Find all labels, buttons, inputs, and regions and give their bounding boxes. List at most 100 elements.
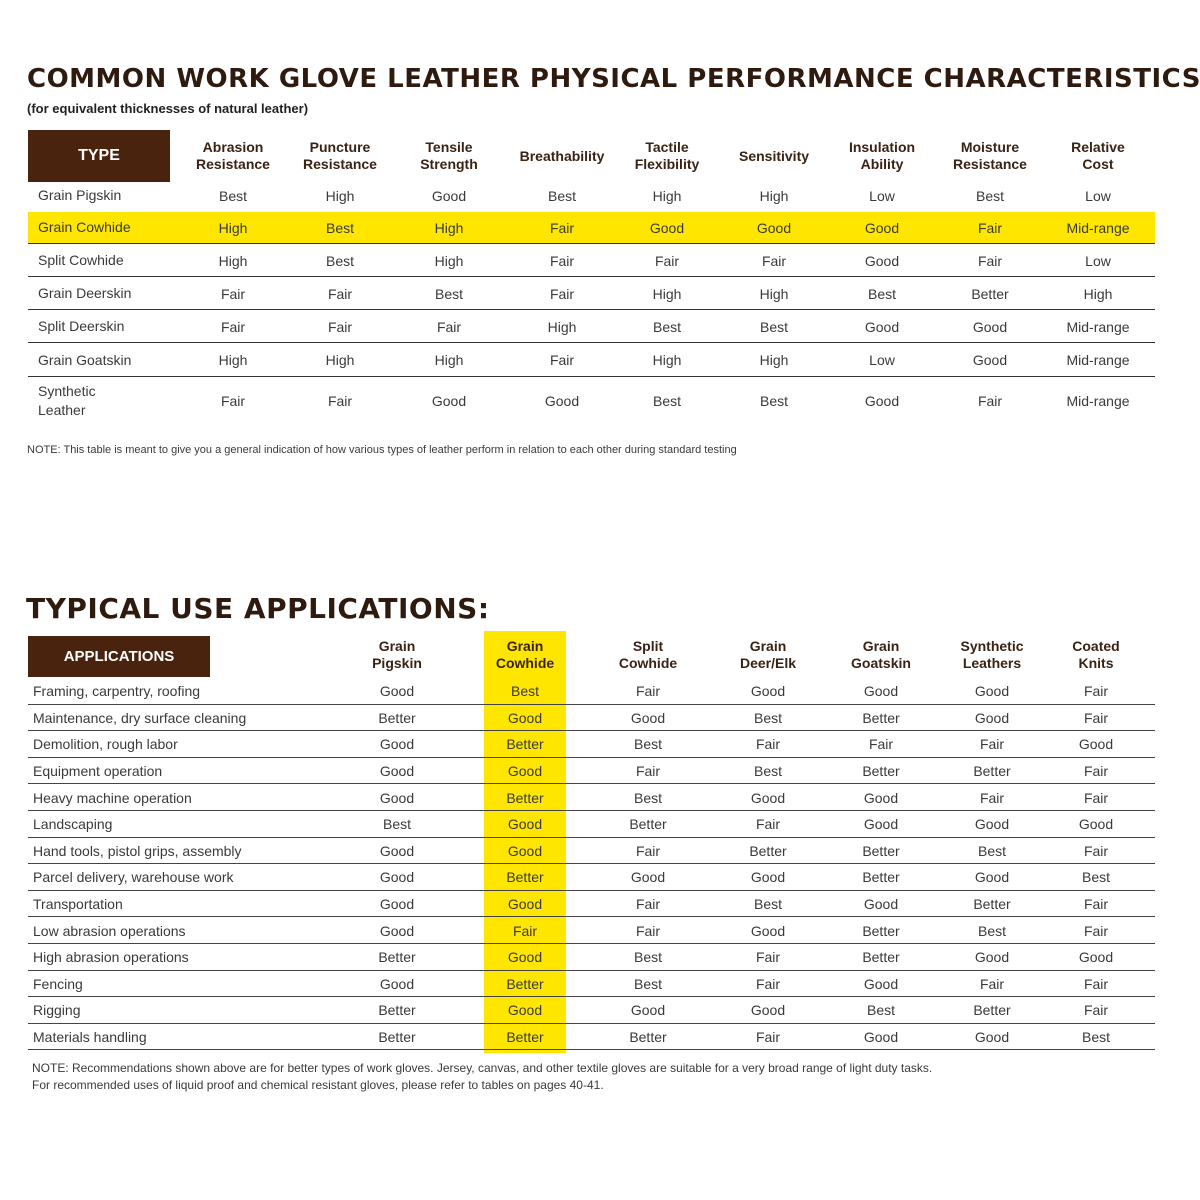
cell: Better	[506, 869, 544, 886]
cell: Good	[863, 789, 899, 806]
cell: Mid-range	[1066, 219, 1130, 236]
row-label: Fencing	[33, 975, 83, 992]
cell: Better	[506, 736, 544, 753]
cell: Good	[431, 393, 467, 409]
cell: Best	[759, 393, 788, 409]
row-label: Materials handling	[33, 1029, 147, 1046]
cell: Better	[506, 789, 544, 806]
cell: Low	[869, 187, 895, 204]
cell: Fair	[755, 975, 781, 992]
cell: Better	[629, 816, 667, 833]
cell: Fair	[549, 252, 575, 269]
row-divider	[28, 943, 1155, 944]
cell: High	[1083, 285, 1113, 302]
cell: Good	[750, 869, 786, 886]
cell: Fair	[1083, 842, 1109, 859]
cell: Fair	[1083, 763, 1109, 780]
cell: Good	[379, 869, 415, 886]
cell: High	[434, 252, 464, 269]
row-label: Rigging	[33, 1002, 81, 1019]
row-label: Demolition, rough labor	[33, 736, 178, 753]
cell: Better	[973, 896, 1011, 913]
cell: Fair	[220, 318, 246, 335]
cell: Better	[973, 763, 1011, 780]
cell: Better	[506, 975, 544, 992]
cell: Better	[862, 869, 900, 886]
cell: Fair	[549, 219, 575, 236]
cell: Fair	[979, 975, 1005, 992]
cell: Better	[862, 949, 900, 966]
cell: Good	[379, 922, 415, 939]
table-note: For recommended uses of liquid proof and…	[32, 1078, 604, 1092]
row-divider	[28, 243, 1155, 244]
cell: Best	[977, 842, 1006, 859]
column-header: Puncture Resistance	[303, 139, 377, 172]
cell: Best	[434, 285, 463, 302]
cell: Fair	[868, 736, 894, 753]
cell: Best	[633, 789, 662, 806]
cell: Mid-range	[1066, 352, 1130, 368]
table-note: NOTE: Recommendations shown above are fo…	[32, 1061, 933, 1075]
column-header: Grain Pigskin	[372, 638, 422, 671]
cell: Low	[1085, 187, 1111, 204]
cell: Fair	[979, 789, 1005, 806]
cell: Fair	[1083, 896, 1109, 913]
table-title: TYPICAL USE APPLICATIONS:	[26, 592, 490, 625]
cell: Good	[750, 1002, 786, 1019]
row-divider	[28, 309, 1155, 310]
row-label: Grain Goatskin	[38, 351, 132, 368]
cell: High	[325, 352, 355, 368]
cell: Fair	[635, 683, 661, 700]
row-divider	[28, 916, 1155, 918]
row-divider	[28, 783, 1155, 785]
cell: Good	[630, 1002, 666, 1019]
row-label: Transportation	[33, 896, 123, 913]
column-header: Breathability	[519, 147, 605, 164]
column-header: Tensile Strength	[420, 139, 478, 172]
row-label: Split Cowhide	[38, 252, 124, 268]
row-label: Split Deerskin	[38, 318, 125, 334]
cell: Good	[1078, 816, 1114, 833]
cell: Best	[652, 318, 681, 335]
cell: High	[434, 352, 464, 368]
column-header: Coated Knits	[1072, 638, 1120, 671]
row-divider	[28, 836, 1155, 838]
cell: Good	[972, 352, 1008, 368]
row-label: Grain Deerskin	[38, 285, 132, 301]
cell: Best	[977, 922, 1006, 939]
cell: High	[218, 252, 248, 269]
cell: Good	[507, 842, 543, 859]
cell: Good	[863, 683, 899, 700]
cell: Good	[630, 869, 666, 886]
cell: Good	[864, 393, 900, 409]
cell: Better	[378, 1029, 416, 1046]
cell: Fair	[654, 252, 680, 269]
cell: Good	[974, 709, 1010, 726]
cell: Fair	[979, 736, 1005, 753]
row-divider	[28, 996, 1155, 998]
cell: High	[325, 187, 355, 204]
cell: Fair	[327, 393, 353, 409]
table-subtitle: (for equivalent thicknesses of natural l…	[27, 101, 309, 116]
cell: Best	[652, 393, 681, 409]
cell: Best	[510, 683, 539, 700]
cell: Better	[506, 1029, 544, 1046]
cell: Good	[379, 789, 415, 806]
cell: Good	[863, 896, 899, 913]
cell: Fair	[977, 393, 1003, 409]
cell: Fair	[436, 318, 462, 335]
row-label: Parcel delivery, warehouse work	[33, 869, 234, 886]
cell: High	[652, 352, 682, 368]
cell: Good	[431, 187, 467, 204]
cell: High	[759, 285, 789, 302]
cell: Good	[864, 219, 900, 236]
cell: Fair	[1083, 922, 1109, 939]
cell: High	[218, 219, 248, 236]
cell: Good	[507, 763, 543, 780]
cell: Good	[974, 1029, 1010, 1046]
cell: Fair	[1083, 709, 1109, 726]
column-header: Relative Cost	[1071, 139, 1125, 172]
row-divider	[28, 703, 1155, 705]
cell: High	[759, 187, 789, 204]
cell: Good	[750, 683, 786, 700]
